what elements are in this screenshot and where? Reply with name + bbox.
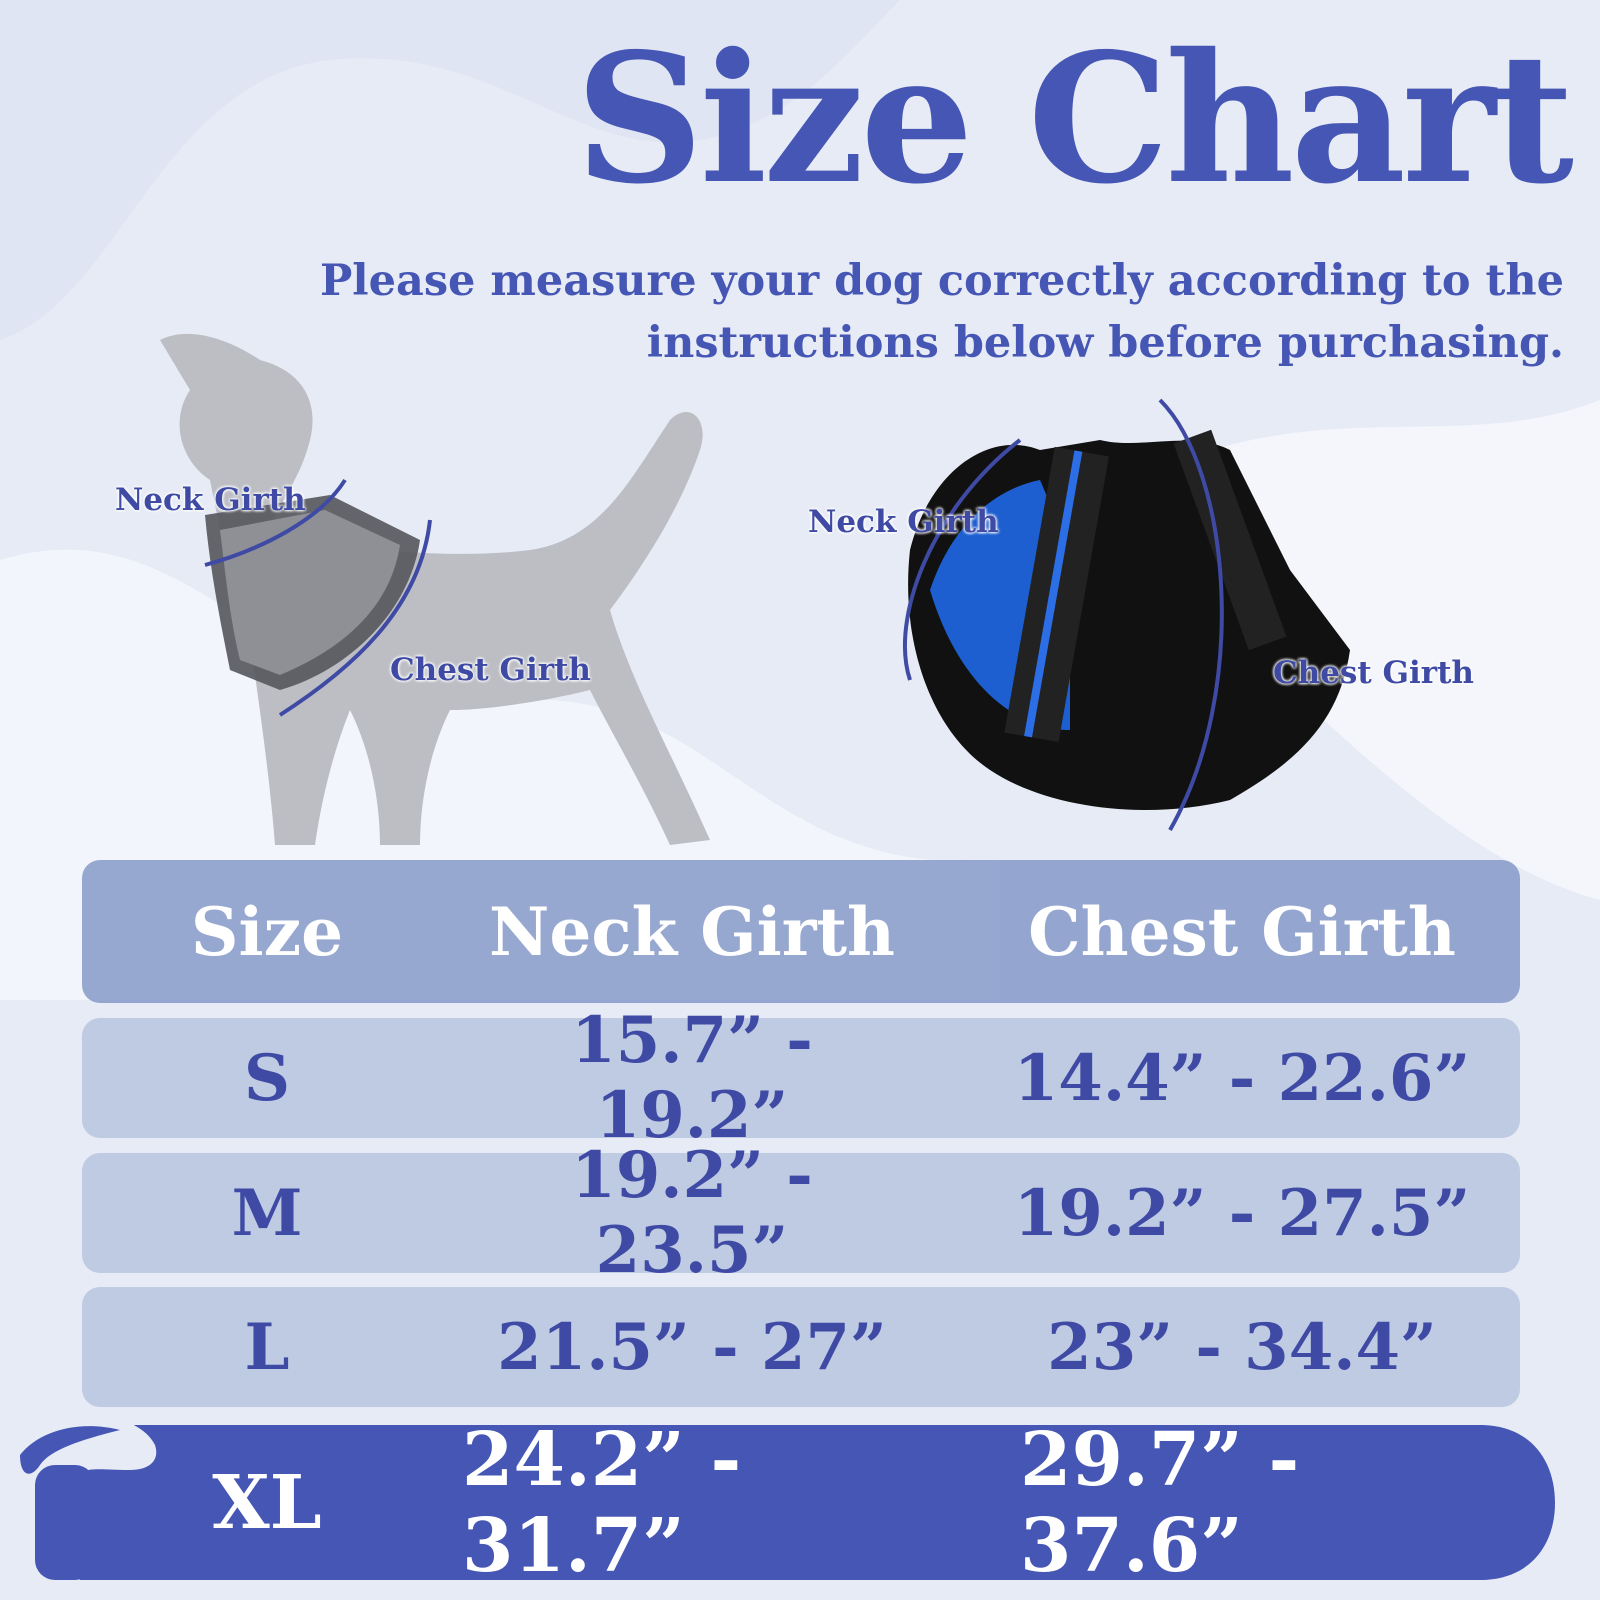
subtitle-line-2: instructions below before purchasing. [646,318,1564,368]
neck-cell: 19.2” - 23.5” [571,1138,813,1288]
chest-cell: 14.4” - 22.6” [1013,1040,1471,1116]
chest-cell: 23” - 34.4” [1047,1309,1437,1385]
harness-chest-girth-label: Chest Girth [1273,655,1474,691]
header-neck-girth: Neck Girth [489,892,895,971]
size-cell-xl: XL [212,1459,322,1546]
harness-image [902,398,1350,831]
dog-chest-girth-label: Chest Girth [390,652,591,688]
table-row-m: M 19.2” - 23.5” 19.2” - 27.5” [82,1138,1520,1288]
size-cell: S [243,1040,291,1116]
harness-neck-girth-label: Neck Girth [808,504,999,540]
xl-row-dog-head-shape [20,1425,1555,1580]
neck-cell: 21.5” - 27” [497,1309,887,1385]
dog-neck-girth-label: Neck Girth [115,482,306,518]
table-header-row: Size Neck Girth Chest Girth [82,860,1520,1003]
header-size: Size [190,892,344,971]
subtitle-line-1: Please measure your dog correctly accord… [319,256,1564,306]
page-title: Size Chart [575,14,1574,223]
size-cell: L [244,1309,290,1385]
chest-cell: 19.2” - 27.5” [1013,1175,1471,1251]
neck-cell: 15.7” - 19.2” [571,1003,813,1153]
chest-cell-xl: 29.7” - 37.6” [1020,1416,1300,1589]
neck-cell-xl: 24.2” - 31.7” [462,1416,742,1589]
table-row-l: L 21.5” - 27” 23” - 34.4” [82,1287,1520,1407]
size-cell: M [231,1175,303,1251]
subtitle: Please measure your dog correctly accord… [320,250,1564,374]
dog-silhouette [160,333,710,845]
table-row-s: S 15.7” - 19.2” 14.4” - 22.6” [82,1003,1520,1153]
header-chest-girth: Chest Girth [1028,892,1456,971]
